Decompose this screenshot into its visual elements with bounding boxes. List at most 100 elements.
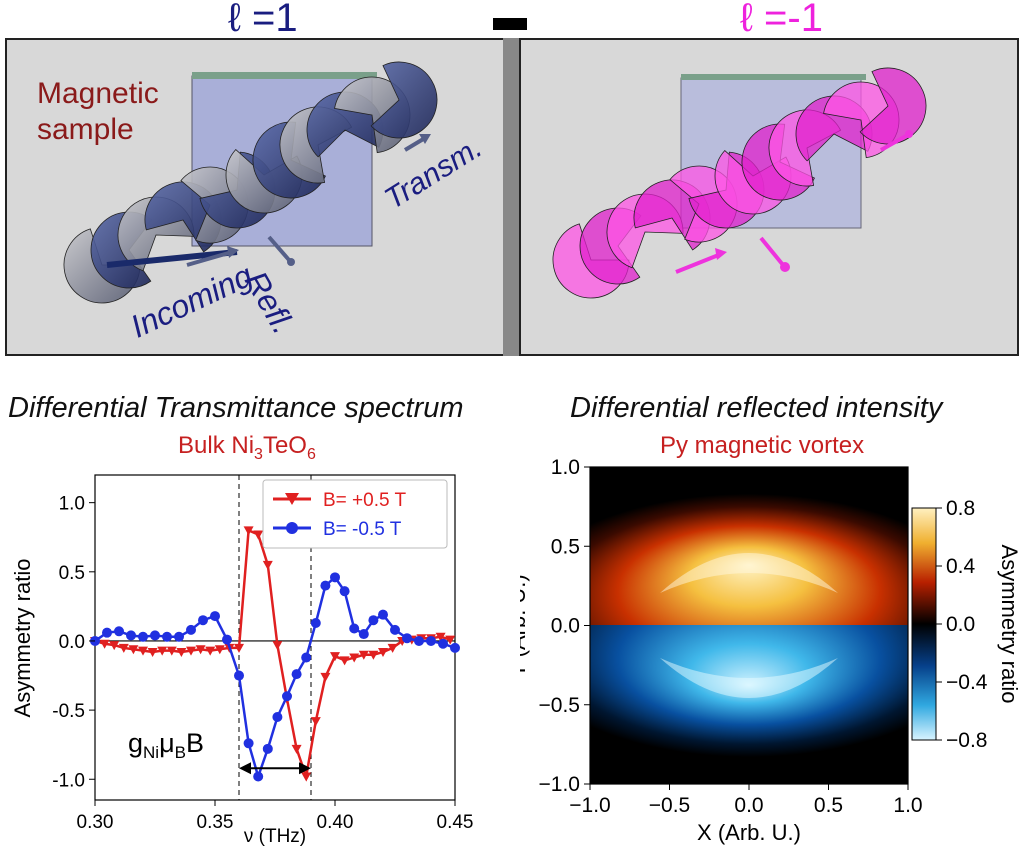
data-point [150, 630, 160, 641]
data-point [272, 641, 283, 651]
data-point [378, 609, 388, 620]
colorbar-tick-label: −0.8 [946, 729, 987, 752]
incoming-arrow-icon [675, 248, 727, 274]
reflected-heatmap-chart: −1.0 −0.5 0.0 0.5 1.0 1.0 0.5 0.0 −0.5 −1.0 Y (Ar… [520, 458, 1020, 845]
data-point [349, 653, 360, 663]
y-tick-label: 1.0 [551, 458, 580, 479]
data-point [262, 560, 273, 570]
y-tick-label: 0.5 [59, 563, 85, 584]
data-point [99, 639, 110, 649]
data-point [310, 617, 321, 628]
zeeman-annotation-text: gNiμBB [128, 728, 204, 762]
data-point [339, 586, 350, 597]
data-point [301, 652, 312, 663]
header-label-l-plus-one: ℓ =1 [228, 0, 298, 40]
data-point [310, 717, 321, 727]
transmitted-arrow-icon [880, 130, 913, 152]
y-tick-label: −1.0 [539, 773, 580, 796]
reflected-arrow-icon [759, 236, 790, 272]
heatmap-image [590, 467, 908, 784]
data-point [109, 641, 120, 651]
data-point [138, 646, 148, 656]
x-tick-label: −0.5 [649, 794, 690, 817]
data-point [102, 627, 112, 638]
data-point [320, 580, 331, 591]
data-point [368, 615, 379, 626]
data-point [402, 633, 412, 644]
data-point [426, 635, 436, 646]
heatmap-y-axis-label: Y (Arb. U.) [520, 574, 530, 678]
x-axis-label: ν (THz) [244, 826, 306, 847]
data-point [186, 624, 196, 635]
arrowhead-right-icon [299, 762, 311, 775]
minus-sign [493, 18, 527, 30]
reflected-chart-subtitle: Py magnetic vortex [660, 432, 865, 459]
data-point [166, 646, 177, 656]
illustration-right-panel [519, 38, 1019, 356]
data-point [445, 635, 456, 645]
data-point [435, 632, 446, 642]
heatmap-x-axis-label: X (Arb. U.) [697, 820, 801, 845]
y-tick-label: −0.5 [539, 694, 580, 717]
x-tick-label: 1.0 [893, 794, 922, 817]
colorbar-tick-label: −0.4 [946, 671, 988, 694]
colorbar-tick-label: 0.0 [946, 613, 975, 636]
data-point [126, 630, 136, 641]
data-point [387, 643, 398, 653]
x-tick-label: −1.0 [569, 794, 610, 817]
data-point [128, 645, 139, 655]
arrowhead-left-icon [239, 762, 251, 775]
data-point [320, 672, 331, 682]
data-point [378, 648, 388, 658]
header-label-l-minus-one: ℓ =-1 [740, 0, 823, 40]
y-tick-label: 0.0 [551, 615, 580, 638]
x-tick-label: 0.30 [77, 812, 114, 833]
data-point [358, 629, 369, 640]
x-tick-label: 0.5 [814, 794, 843, 817]
data-point [243, 526, 254, 536]
data-point [330, 652, 340, 662]
x-tick-label: 0.0 [734, 794, 763, 817]
data-point [205, 646, 216, 656]
data-point [114, 626, 124, 637]
x-tick-label: 0.35 [197, 812, 234, 833]
illustration-left-panel: Magnetic sample Incoming Refl. Transm. [5, 38, 505, 356]
data-point [174, 631, 184, 642]
data-point [186, 646, 196, 656]
transmittance-chart-subtitle: Bulk Ni3TeO6 [178, 432, 316, 463]
y-tick-label: -1.0 [52, 770, 85, 791]
reflected-arrow-icon [267, 235, 295, 266]
y-tick-label: 1.0 [59, 494, 85, 515]
incoming-arrow-icon [186, 246, 239, 267]
data-point [291, 744, 302, 754]
legend-label-plus: B= +0.5 T [323, 490, 406, 511]
x-tick-label: 0.40 [317, 812, 354, 833]
data-point [390, 624, 400, 635]
data-point [291, 669, 302, 680]
colorbar [911, 507, 937, 741]
reflected-chart-title: Differential reflected intensity [570, 392, 943, 424]
data-point [438, 638, 448, 649]
data-point [234, 643, 244, 653]
data-point [243, 738, 254, 749]
data-point [301, 772, 312, 782]
helix-wavefront [859, 67, 927, 145]
data-point [253, 771, 264, 782]
data-point [450, 642, 460, 653]
panel-divider [503, 38, 520, 356]
data-point [157, 646, 168, 656]
transmittance-line-chart: 0.30 0.35 0.40 0.45 1.0 0.5 0.0 -0.5 -1.0 Asymme… [10, 474, 473, 847]
data-point [358, 650, 369, 660]
data-point [414, 635, 424, 646]
data-point [210, 611, 220, 622]
series-line-1 [94, 575, 456, 781]
data-point [162, 631, 172, 642]
zeeman-annotation: gNiμBB [128, 728, 311, 775]
data-point [262, 743, 273, 754]
colorbar-label: Asymmetry ratio [997, 545, 1020, 704]
transmitted-arrow-icon [403, 134, 431, 152]
y-tick-label: -0.5 [52, 701, 85, 722]
transmittance-chart-title: Differential Transmittance spectrum [8, 392, 464, 424]
data-point [138, 631, 148, 642]
data-point [195, 645, 206, 655]
